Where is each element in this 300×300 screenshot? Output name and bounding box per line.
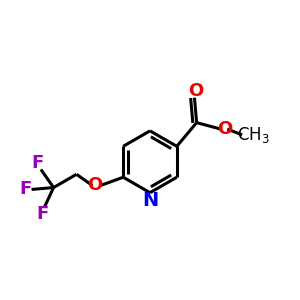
Text: N: N (142, 190, 158, 210)
Text: F: F (32, 154, 44, 172)
Text: O: O (217, 119, 232, 137)
Text: F: F (19, 180, 31, 198)
Text: O: O (88, 176, 103, 194)
Text: O: O (188, 82, 204, 100)
Text: CH$_3$: CH$_3$ (237, 125, 270, 145)
Text: F: F (37, 205, 49, 223)
